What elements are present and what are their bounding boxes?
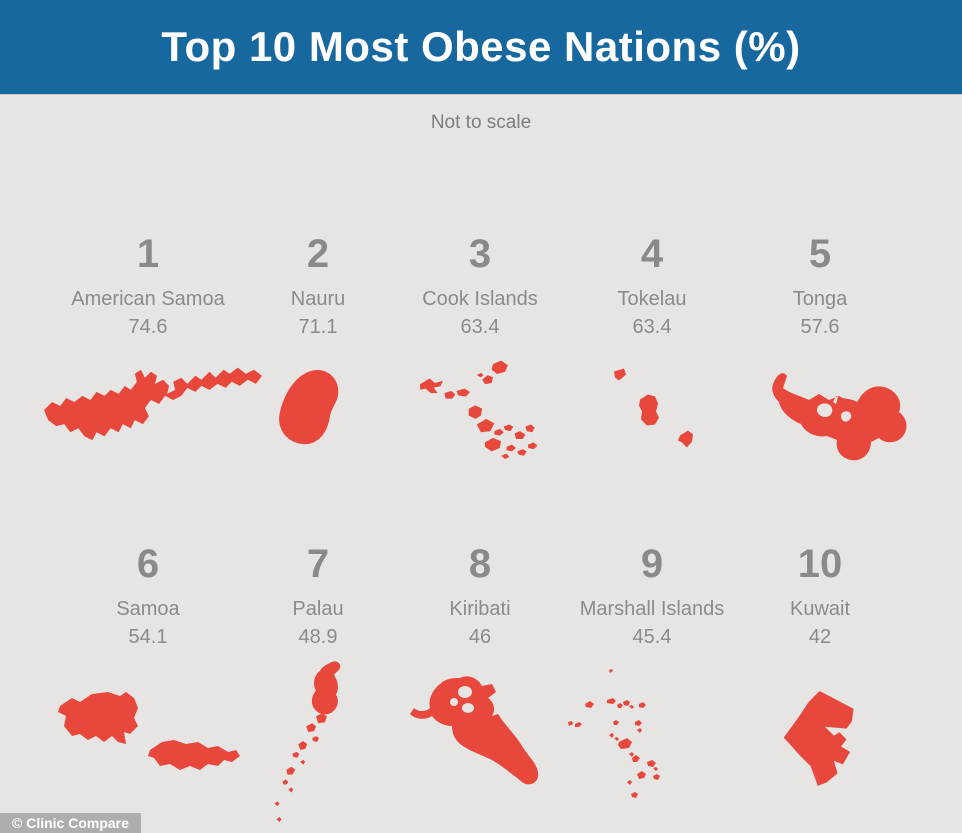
rank-number: 8	[468, 542, 492, 586]
entry-kuwait: 10 Kuwait 42	[710, 542, 930, 650]
obesity-value: 63.4	[632, 316, 672, 338]
obesity-value: 63.4	[460, 316, 500, 338]
country-name: Nauru	[290, 288, 346, 310]
rank-number: 1	[136, 232, 160, 276]
american-samoa-map	[44, 367, 262, 441]
entry-tokelau: 4 Tokelau 63.4	[542, 232, 762, 340]
tokelau-map	[614, 368, 693, 448]
entry-nauru: 2 Nauru 71.1	[208, 232, 428, 340]
rank-number: 7	[306, 542, 330, 586]
country-name: Tonga	[792, 288, 848, 310]
country-name: Kuwait	[789, 598, 851, 620]
obesity-value: 71.1	[298, 316, 338, 338]
entry-samoa: 6 Samoa 54.1	[38, 542, 258, 650]
rank-number: 4	[640, 232, 664, 276]
cook-islands-map	[420, 360, 538, 460]
kiribati-map	[410, 676, 573, 785]
kuwait-map	[783, 690, 854, 786]
entry-marshall-islands: 9 Marshall Islands 45.4	[542, 542, 762, 650]
obesity-value: 46	[468, 626, 492, 648]
rank-number: 5	[808, 232, 832, 276]
country-name: Cook Islands	[422, 288, 538, 310]
obesity-value: 48.9	[298, 626, 338, 648]
rank-number: 6	[136, 542, 160, 586]
obesity-value: 45.4	[632, 626, 672, 648]
entry-palau: 7 Palau 48.9	[208, 542, 428, 650]
credit-text: © Clinic Compare	[12, 815, 129, 831]
page-title: Top 10 Most Obese Nations (%)	[161, 23, 801, 70]
nauru-map	[279, 369, 339, 445]
obesity-value: 54.1	[128, 626, 168, 648]
country-name: Samoa	[116, 598, 180, 620]
obesity-value: 57.6	[800, 316, 840, 338]
not-to-scale-note: Not to scale	[430, 112, 532, 133]
rank-number: 2	[306, 232, 330, 276]
country-name: Marshall Islands	[579, 598, 725, 620]
country-name: Palau	[292, 598, 344, 620]
rank-number: 10	[797, 542, 843, 586]
samoa-map	[58, 692, 240, 770]
country-name: Kiribati	[449, 598, 511, 620]
palau-map	[274, 661, 341, 823]
entry-kiribati: 8 Kiribati 46	[370, 542, 590, 650]
country-name: Tokelau	[617, 288, 687, 310]
entry-cook-islands: 3 Cook Islands 63.4	[370, 232, 590, 340]
marshall-islands-map	[575, 669, 660, 798]
title-banner: Top 10 Most Obese Nations (%)	[0, 0, 962, 95]
country-name: American Samoa	[71, 288, 225, 310]
rank-number: 3	[468, 232, 492, 276]
obesity-value: 74.6	[128, 316, 168, 338]
entry-tonga: 5 Tonga 57.6	[710, 232, 930, 340]
credit-badge: © Clinic Compare	[0, 813, 141, 833]
tonga-map	[772, 373, 907, 461]
entry-american-samoa: 1 American Samoa 74.6	[38, 232, 258, 340]
rank-number: 9	[640, 542, 664, 586]
obesity-value: 42	[808, 626, 832, 648]
